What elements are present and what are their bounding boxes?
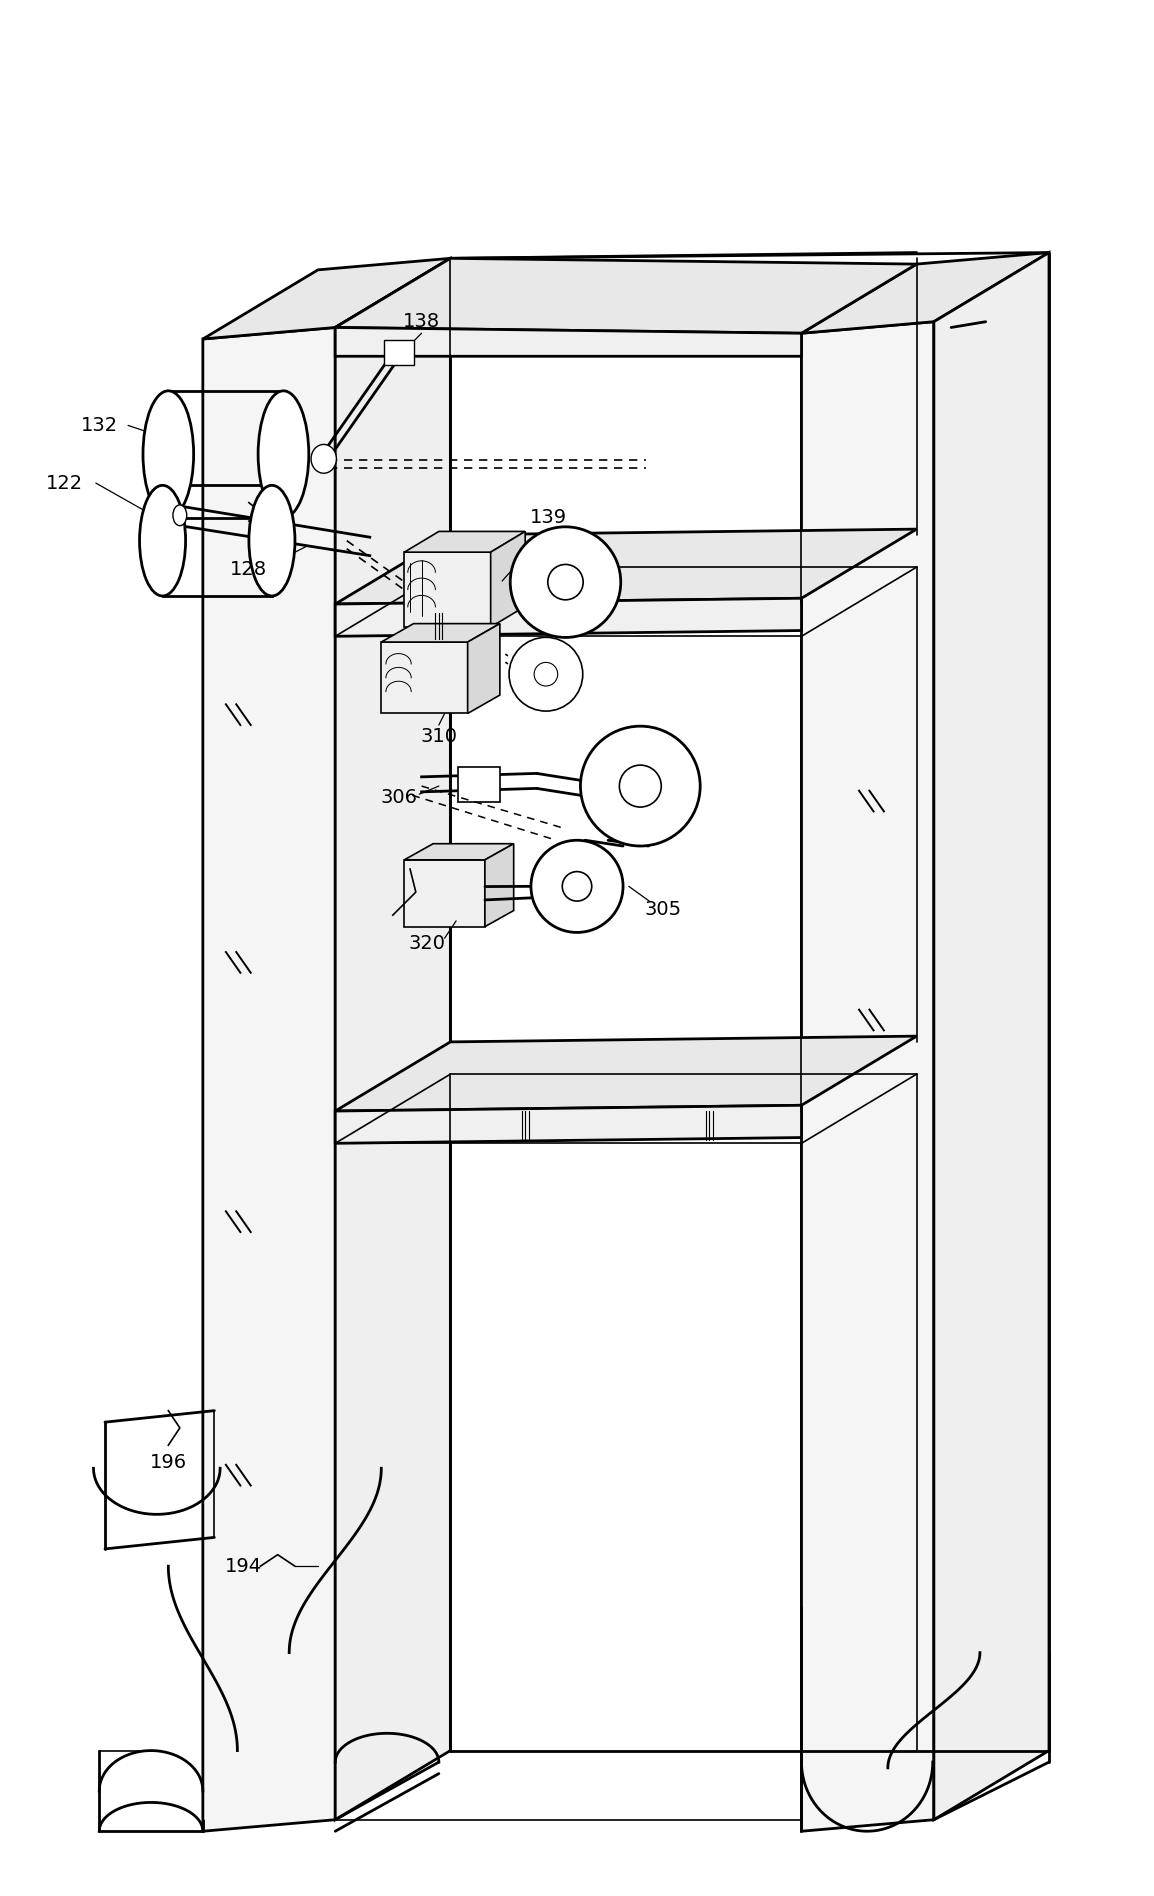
- Text: 128: 128: [231, 559, 268, 578]
- Polygon shape: [458, 768, 500, 802]
- Ellipse shape: [173, 504, 187, 525]
- Ellipse shape: [258, 391, 309, 518]
- Text: 306: 306: [380, 789, 417, 808]
- Text: 310: 310: [420, 726, 457, 745]
- Ellipse shape: [249, 485, 295, 595]
- Text: 194: 194: [225, 1557, 262, 1576]
- Polygon shape: [381, 643, 467, 713]
- Ellipse shape: [143, 391, 194, 518]
- Circle shape: [580, 726, 700, 846]
- Polygon shape: [203, 258, 450, 339]
- Circle shape: [620, 766, 661, 808]
- Text: 138: 138: [403, 313, 440, 332]
- Polygon shape: [404, 844, 514, 861]
- Text: 196: 196: [150, 1452, 187, 1471]
- Circle shape: [534, 662, 557, 686]
- Text: 305: 305: [645, 901, 682, 920]
- Polygon shape: [336, 328, 802, 356]
- Text: 132: 132: [81, 415, 118, 434]
- Polygon shape: [934, 252, 1049, 1820]
- Circle shape: [531, 840, 623, 933]
- Polygon shape: [467, 624, 500, 713]
- Polygon shape: [336, 1035, 916, 1111]
- Text: 122: 122: [46, 474, 83, 493]
- Polygon shape: [404, 552, 490, 628]
- Polygon shape: [336, 599, 802, 637]
- Circle shape: [548, 565, 583, 599]
- Polygon shape: [490, 531, 525, 628]
- Polygon shape: [336, 529, 916, 605]
- Polygon shape: [404, 861, 485, 927]
- Text: 320: 320: [409, 935, 445, 954]
- Polygon shape: [404, 531, 525, 552]
- Bar: [383, 339, 413, 366]
- Circle shape: [510, 527, 621, 637]
- Polygon shape: [802, 322, 934, 1832]
- Text: 139: 139: [530, 508, 567, 527]
- Polygon shape: [381, 624, 500, 643]
- Polygon shape: [336, 258, 450, 1820]
- Polygon shape: [485, 844, 514, 927]
- Circle shape: [509, 637, 583, 711]
- Ellipse shape: [140, 485, 186, 595]
- Polygon shape: [802, 252, 1049, 334]
- Polygon shape: [203, 328, 336, 1832]
- Text: 325: 325: [657, 751, 694, 770]
- Polygon shape: [336, 1105, 802, 1143]
- Ellipse shape: [312, 444, 337, 474]
- Polygon shape: [336, 258, 916, 334]
- Circle shape: [562, 872, 592, 901]
